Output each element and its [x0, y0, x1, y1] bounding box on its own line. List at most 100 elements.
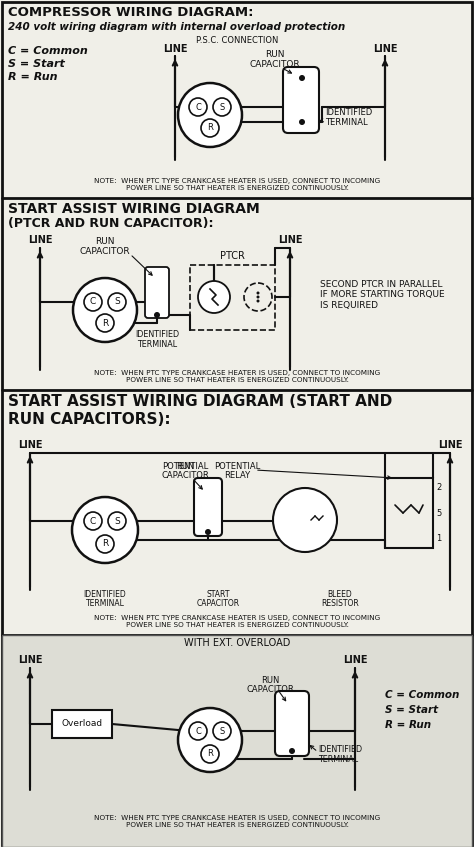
Text: Trane: Trane	[201, 655, 400, 805]
Text: RESISTOR: RESISTOR	[321, 599, 359, 608]
Text: RUN: RUN	[176, 462, 194, 471]
Circle shape	[189, 98, 207, 116]
Circle shape	[96, 535, 114, 553]
Text: RUN: RUN	[95, 237, 115, 246]
Circle shape	[256, 296, 259, 298]
Text: 2: 2	[436, 483, 441, 492]
Text: R = Run: R = Run	[385, 720, 431, 730]
Circle shape	[299, 75, 305, 81]
Text: C: C	[195, 727, 201, 735]
Text: IDENTIFIED: IDENTIFIED	[325, 108, 372, 117]
Text: 1: 1	[436, 534, 441, 543]
Circle shape	[154, 312, 160, 318]
Text: R: R	[207, 750, 213, 759]
Text: IDENTIFIED: IDENTIFIED	[135, 330, 179, 339]
Text: CAPACITOR: CAPACITOR	[196, 599, 239, 608]
Text: NOTE:  WHEN PTC TYPE CRANKCASE HEATER IS USED, CONNECT TO INCOMING
POWER LINE SO: NOTE: WHEN PTC TYPE CRANKCASE HEATER IS …	[94, 815, 380, 828]
Circle shape	[201, 745, 219, 763]
Text: NOTE:  WHEN PTC TYPE CRANKCASE HEATER IS USED, CONNECT TO INCOMING
POWER LINE SO: NOTE: WHEN PTC TYPE CRANKCASE HEATER IS …	[94, 370, 380, 383]
Circle shape	[256, 291, 259, 295]
Text: R = Run: R = Run	[8, 72, 57, 82]
Text: R: R	[102, 318, 108, 328]
Circle shape	[289, 748, 295, 754]
Circle shape	[84, 512, 102, 530]
Text: TERMINAL: TERMINAL	[86, 599, 125, 608]
Circle shape	[299, 119, 305, 125]
Text: C = Common: C = Common	[385, 690, 459, 700]
Text: NOTE:  WHEN PTC TYPE CRANKCASE HEATER IS USED, CONNECT TO INCOMING
POWER LINE SO: NOTE: WHEN PTC TYPE CRANKCASE HEATER IS …	[94, 615, 380, 628]
Text: TERMINAL: TERMINAL	[137, 340, 177, 349]
Text: POTENTIAL: POTENTIAL	[162, 462, 208, 471]
Text: SECOND PTCR IN PARALLEL
IF MORE STARTING TORQUE
IS REQUIRED: SECOND PTCR IN PARALLEL IF MORE STARTING…	[320, 280, 445, 310]
Text: TERMINAL: TERMINAL	[318, 755, 358, 764]
Text: CAPACITOR: CAPACITOR	[246, 685, 294, 694]
Text: LINE: LINE	[18, 440, 42, 450]
Text: CAPACITOR: CAPACITOR	[161, 471, 209, 480]
Text: 5: 5	[436, 508, 441, 518]
Circle shape	[96, 314, 114, 332]
Text: COMPRESSOR WIRING DIAGRAM:: COMPRESSOR WIRING DIAGRAM:	[8, 6, 254, 19]
Circle shape	[213, 722, 231, 740]
Text: CAPACITOR: CAPACITOR	[250, 60, 301, 69]
Text: S: S	[114, 297, 120, 307]
Text: START ASSIST WIRING DIAGRAM (START AND: START ASSIST WIRING DIAGRAM (START AND	[8, 394, 392, 409]
Text: Overload: Overload	[62, 719, 102, 728]
Text: C = Common: C = Common	[8, 46, 88, 56]
Text: S: S	[219, 727, 225, 735]
FancyBboxPatch shape	[194, 478, 222, 536]
Circle shape	[273, 488, 337, 552]
Circle shape	[108, 293, 126, 311]
Text: NOTE:  WHEN PTC TYPE CRANKCASE HEATER IS USED, CONNECT TO INCOMING
POWER LINE SO: NOTE: WHEN PTC TYPE CRANKCASE HEATER IS …	[94, 178, 380, 191]
Circle shape	[72, 497, 138, 563]
Text: LINE: LINE	[278, 235, 302, 245]
Bar	[52, 710, 112, 738]
Text: LINE: LINE	[163, 44, 187, 54]
Text: POTENTIAL: POTENTIAL	[214, 462, 260, 471]
Text: CAPACITOR: CAPACITOR	[80, 247, 130, 256]
Text: (PTCR AND RUN CAPACITOR):: (PTCR AND RUN CAPACITOR):	[8, 217, 213, 230]
Text: START ASSIST WIRING DIAGRAM: START ASSIST WIRING DIAGRAM	[8, 202, 260, 216]
Text: 240 volt wiring diagram with internal overload protection: 240 volt wiring diagram with internal ov…	[8, 22, 345, 32]
Circle shape	[205, 529, 211, 535]
Text: IDENTIFIED: IDENTIFIED	[318, 745, 362, 754]
Text: LINE: LINE	[18, 655, 42, 665]
Circle shape	[178, 83, 242, 147]
Text: S: S	[114, 517, 120, 525]
FancyBboxPatch shape	[145, 267, 169, 318]
Text: C: C	[90, 517, 96, 525]
Text: TERMINAL: TERMINAL	[325, 118, 368, 127]
Text: P.S.C. CONNECTION: P.S.C. CONNECTION	[196, 36, 278, 45]
Circle shape	[73, 278, 137, 342]
Text: WITH EXT. OVERLOAD: WITH EXT. OVERLOAD	[184, 638, 290, 648]
Circle shape	[189, 722, 207, 740]
FancyBboxPatch shape	[283, 67, 319, 133]
Circle shape	[108, 512, 126, 530]
Circle shape	[256, 300, 259, 302]
Text: LINE: LINE	[28, 235, 52, 245]
Text: IDENTIFIED: IDENTIFIED	[83, 590, 127, 599]
Circle shape	[178, 708, 242, 772]
Text: S = Start: S = Start	[385, 705, 438, 715]
Circle shape	[213, 98, 231, 116]
Text: RUN: RUN	[261, 676, 279, 685]
Text: Trane: Trane	[58, 458, 302, 642]
Text: R: R	[102, 540, 108, 549]
FancyBboxPatch shape	[275, 691, 309, 756]
Bar	[190, 265, 275, 330]
Text: START: START	[206, 590, 230, 599]
Text: LINE: LINE	[373, 44, 397, 54]
Text: RELAY: RELAY	[224, 471, 250, 480]
Text: C: C	[90, 297, 96, 307]
Circle shape	[201, 119, 219, 137]
Text: RUN CAPACITORS):: RUN CAPACITORS):	[8, 412, 171, 427]
Bar	[385, 478, 433, 548]
Text: PTCR: PTCR	[219, 251, 245, 261]
Text: S = Start: S = Start	[8, 59, 65, 69]
Text: LINE: LINE	[343, 655, 367, 665]
Text: S: S	[219, 102, 225, 112]
Bar	[2, 635, 472, 847]
Circle shape	[198, 281, 230, 313]
Text: BLEED: BLEED	[328, 590, 352, 599]
Text: LINE: LINE	[438, 440, 462, 450]
Text: R: R	[207, 124, 213, 132]
